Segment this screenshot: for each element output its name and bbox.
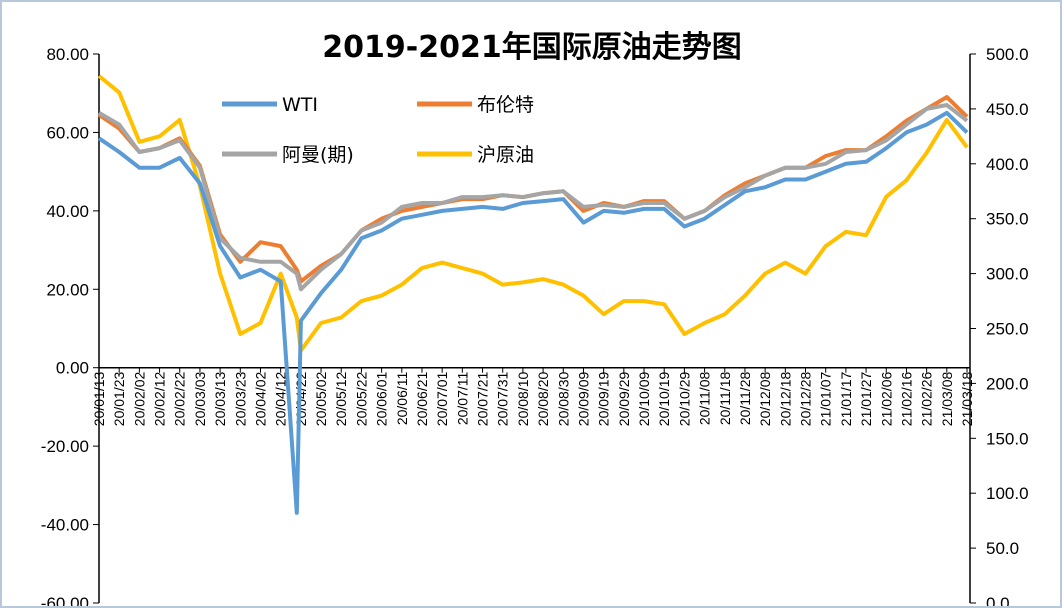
- x-tick-label: 20/09/29: [616, 372, 632, 427]
- x-tick-label: 21/03/18: [959, 372, 975, 427]
- x-tick-label: 20/02/12: [152, 372, 168, 427]
- chart-title: 2019-2021年国际原油走势图: [322, 30, 741, 65]
- x-tick-label: 20/08/20: [535, 372, 551, 427]
- right-tick-label: 250.0: [986, 320, 1029, 339]
- x-tick-label: 20/03/03: [192, 372, 208, 427]
- series-line-4: [97, 74, 969, 353]
- left-tick-label: 60.00: [46, 123, 89, 142]
- x-tick-label: 20/05/22: [353, 372, 369, 427]
- x-tick-label: 20/12/18: [777, 372, 793, 427]
- x-tick-label: 20/02/22: [172, 372, 188, 427]
- left-tick-label: -60.00: [41, 594, 89, 608]
- x-tick-label: 20/02/02: [131, 372, 147, 427]
- series-line-1: [97, 110, 969, 515]
- right-tick-label: 50.0: [986, 539, 1019, 558]
- left-tick-label: 20.00: [46, 280, 89, 299]
- x-tick-label: 21/02/16: [898, 372, 914, 427]
- legend-label: 布伦特: [477, 94, 534, 116]
- x-tick-label: 20/10/19: [656, 372, 672, 427]
- x-tick-label: 20/12/08: [757, 372, 773, 427]
- legend-label: 阿曼(期): [282, 144, 354, 166]
- x-tick-label: 20/11/18: [717, 372, 733, 426]
- right-tick-label: 450.0: [986, 100, 1029, 119]
- right-tick-label: 150.0: [986, 429, 1029, 448]
- x-tick-label: 20/07/11: [454, 372, 470, 426]
- right-tick-label: 100.0: [986, 484, 1029, 503]
- x-tick-label: 20/08/30: [555, 372, 571, 427]
- x-tick-label: 20/06/01: [374, 372, 390, 427]
- x-tick-label: 20/10/09: [636, 372, 652, 427]
- x-tick-label: 20/11/08: [697, 372, 713, 426]
- x-tick-label: 20/06/21: [414, 372, 430, 427]
- x-tick-label: 21/01/17: [838, 372, 854, 427]
- x-tick-label: 21/02/06: [878, 372, 894, 427]
- series-line-3: [97, 103, 969, 292]
- x-tick-label: 20/06/11: [394, 372, 410, 426]
- x-tick-label: 21/01/27: [858, 372, 874, 427]
- x-tick-label: 20/09/19: [596, 372, 612, 427]
- x-tick-label: 20/08/10: [515, 372, 531, 427]
- right-tick-label: 500.0: [986, 45, 1029, 64]
- x-tick-label: 20/03/13: [212, 372, 228, 427]
- series-line-2: [97, 95, 969, 284]
- right-tick-label: 0.0: [986, 594, 1010, 608]
- right-tick-label: 300.0: [986, 265, 1029, 284]
- right-tick-label: 400.0: [986, 155, 1029, 174]
- x-tick-label: 20/09/09: [575, 372, 591, 427]
- x-tick-label: 20/03/23: [232, 372, 248, 427]
- x-tick-label: 20/01/13: [91, 372, 107, 427]
- x-tick-label: 21/02/26: [919, 372, 935, 427]
- left-tick-label: 0.00: [56, 359, 89, 378]
- x-tick-label: 20/07/01: [434, 372, 450, 427]
- x-tick-label: 20/12/28: [798, 372, 814, 427]
- right-tick-label: 350.0: [986, 210, 1029, 229]
- x-tick-label: 20/04/12: [273, 372, 289, 427]
- x-tick-label: 21/03/08: [939, 372, 955, 427]
- x-tick-label: 20/07/31: [495, 372, 511, 427]
- x-tick-label: 20/01/23: [111, 372, 127, 427]
- x-tick-label: 20/07/21: [475, 372, 491, 427]
- legend-label: 沪原油: [477, 144, 534, 166]
- x-tick-label: 20/05/02: [313, 372, 329, 427]
- right-tick-label: 200.0: [986, 374, 1029, 393]
- x-tick-label: 20/11/28: [737, 372, 753, 426]
- left-tick-label: -40.00: [41, 516, 89, 535]
- x-tick-label: 21/01/07: [818, 372, 834, 427]
- left-tick-label: 80.00: [46, 45, 89, 64]
- x-tick-label: 20/10/29: [676, 372, 692, 427]
- legend-label: WTI: [282, 94, 318, 116]
- left-tick-label: 40.00: [46, 202, 89, 221]
- x-tick-label: 20/05/12: [333, 372, 349, 427]
- x-tick-label: 20/04/02: [252, 372, 268, 427]
- left-tick-label: -20.00: [41, 437, 89, 456]
